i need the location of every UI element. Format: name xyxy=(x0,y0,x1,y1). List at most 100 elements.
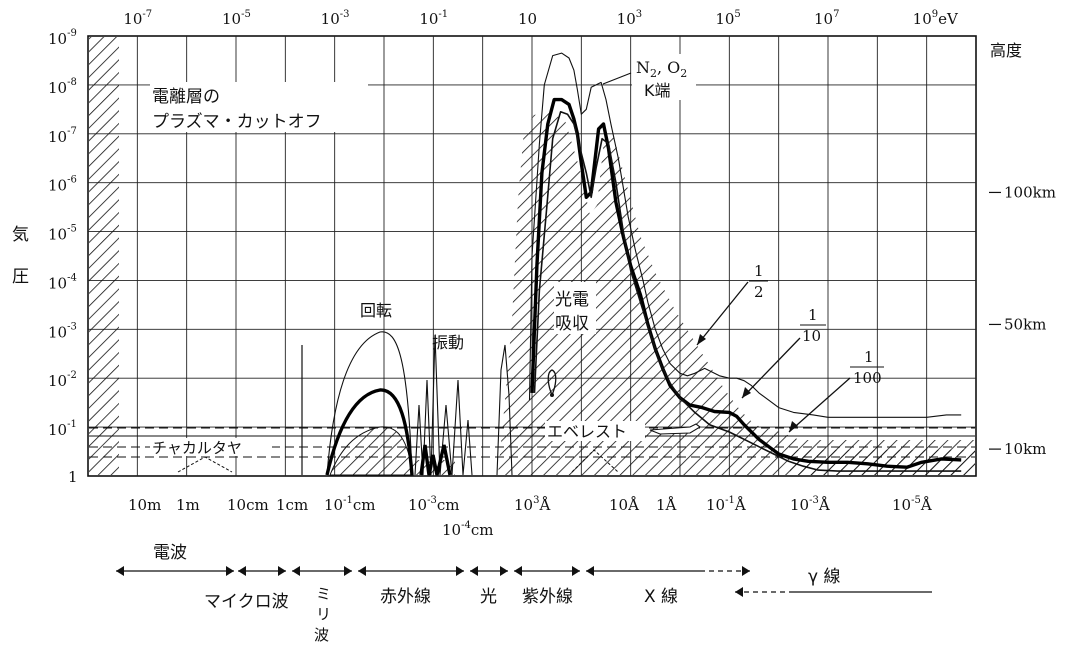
tick-exp: 3 xyxy=(636,9,642,20)
band-arrowhead xyxy=(514,566,522,576)
tick-base: 10 xyxy=(48,30,67,48)
tick-exp: -3 xyxy=(340,9,350,20)
tick-exp: -5 xyxy=(67,224,77,235)
band-arrowhead xyxy=(470,566,478,576)
o2-sub: 2 xyxy=(680,67,687,80)
kedge-label: K端 xyxy=(644,81,671,100)
tick-exp: 5 xyxy=(734,9,740,20)
tick-base: 10 xyxy=(617,10,636,28)
band-micro-label: マイクロ波 xyxy=(204,592,289,612)
altitude-tick-label: 100km xyxy=(1004,183,1056,201)
tick-exp: -7 xyxy=(67,126,77,137)
top-tick-label: 10-1 xyxy=(419,9,448,28)
pressure-tick-label: 10-5 xyxy=(48,224,77,244)
tick-base: 10Å xyxy=(609,496,639,514)
tick-base: 10 xyxy=(321,10,340,28)
band-milli-label-3: 波 xyxy=(314,626,329,644)
photo-drop xyxy=(547,369,557,397)
tick-exp: -5 xyxy=(911,495,921,506)
band-arrowhead xyxy=(116,566,124,576)
tick-base: 1 xyxy=(68,468,78,486)
tick-unit: cm xyxy=(353,496,376,514)
tick-exp: 7 xyxy=(833,9,839,20)
absorption-hatch xyxy=(329,112,975,476)
top-tick-label: 10 xyxy=(518,10,537,28)
pressure-title-char-1: 気 xyxy=(12,225,29,245)
tick-base: 10 xyxy=(518,10,537,28)
right-bottom-hatch xyxy=(790,450,975,475)
tick-base: 10cm xyxy=(227,496,269,514)
tick-unit: cm xyxy=(471,521,494,539)
curve-hundredth xyxy=(533,111,962,472)
tick-base: 10 xyxy=(715,10,734,28)
pressure-tick-label: 10-2 xyxy=(48,370,77,390)
tick-exp: -1 xyxy=(343,495,353,506)
band-gamma-label: γ 線 xyxy=(808,567,840,587)
pressure-tick-label: 10-7 xyxy=(48,126,77,146)
ionosphere-cutoff-region xyxy=(89,37,119,475)
tick-exp: -5 xyxy=(241,9,251,20)
band-arrowhead xyxy=(500,566,508,576)
tick-base: 10 xyxy=(514,496,533,514)
tick-base: 10 xyxy=(48,372,67,390)
photo-label-2: 吸収 xyxy=(555,314,589,334)
wavelength-tick-label: 10-4cm xyxy=(442,520,493,539)
tick-unit: Å xyxy=(920,496,932,514)
vibration-label: 振動 xyxy=(432,333,464,352)
band-arrowhead xyxy=(456,566,464,576)
wavelength-tick-label: 10-1Å xyxy=(706,495,746,514)
altitude-title: 高度 xyxy=(990,41,1022,60)
tick-exp: -1 xyxy=(725,495,735,506)
o2-o: , O xyxy=(657,58,680,77)
tick-unit: Å xyxy=(818,496,830,514)
top-tick-label: 10-3 xyxy=(321,9,350,28)
band-arrowhead xyxy=(358,566,366,576)
band-arrowhead xyxy=(742,566,750,576)
tick-exp: 9 xyxy=(932,9,938,20)
fraction-tenth-num: 1 xyxy=(808,306,818,324)
molecular-lines xyxy=(301,331,557,476)
pressure-tick-label: 10-8 xyxy=(48,77,77,97)
mountain-shapes xyxy=(177,423,701,473)
wavelength-tick-label: 1Å xyxy=(656,496,677,514)
tick-base: 10 xyxy=(222,10,241,28)
chacaltaya-label-bg xyxy=(150,438,272,456)
tick-unit: Å xyxy=(538,496,550,514)
tick-exp: -4 xyxy=(67,272,77,283)
rotation-thin-curve xyxy=(326,331,413,476)
band-arrowheads xyxy=(116,566,750,597)
tick-exp: -7 xyxy=(142,9,152,20)
band-ir-label: 赤外線 xyxy=(380,587,431,607)
tick-unit: cm xyxy=(437,496,460,514)
tick-base: 10 xyxy=(123,10,142,28)
tick-base: 10 xyxy=(48,128,67,146)
tick-base: 10 xyxy=(814,10,833,28)
photo-label-1: 光電 xyxy=(555,290,589,310)
band-arrowhead xyxy=(572,566,580,576)
pressure-tick-label: 10-1 xyxy=(48,419,77,439)
pressure-axis: 10-910-810-710-610-510-410-310-210-11 xyxy=(48,28,78,486)
pressure-tick-label: 10-3 xyxy=(48,321,77,341)
band-arrowhead xyxy=(292,566,300,576)
tick-exp: -3 xyxy=(427,495,437,506)
top-energy-axis: 10-7 10-5 10-3 10-1 10 103 105 107 109eV xyxy=(123,9,959,28)
tick-base: 10 xyxy=(408,496,427,514)
tick-base: 10 xyxy=(442,521,461,539)
tick-exp: -1 xyxy=(67,419,77,430)
tick-exp: 3 xyxy=(533,495,539,506)
everest-label-bg xyxy=(545,421,645,441)
tick-base: 10 xyxy=(706,496,725,514)
tick-base: 10 xyxy=(324,496,343,514)
tick-base: 10 xyxy=(48,274,67,292)
pressure-axis-title: 気 圧 xyxy=(12,225,29,287)
wavelength-tick-label: 10cm xyxy=(227,496,269,514)
tick-base: 10 xyxy=(790,496,809,514)
top-tick-label: 109eV xyxy=(913,9,959,28)
fraction-tenth-den: 10 xyxy=(802,327,821,345)
arrow-hundredth-head xyxy=(789,421,798,432)
tick-suffix: eV xyxy=(938,10,959,28)
tick-base: 10 xyxy=(48,323,67,341)
fraction-arrows xyxy=(602,72,851,433)
